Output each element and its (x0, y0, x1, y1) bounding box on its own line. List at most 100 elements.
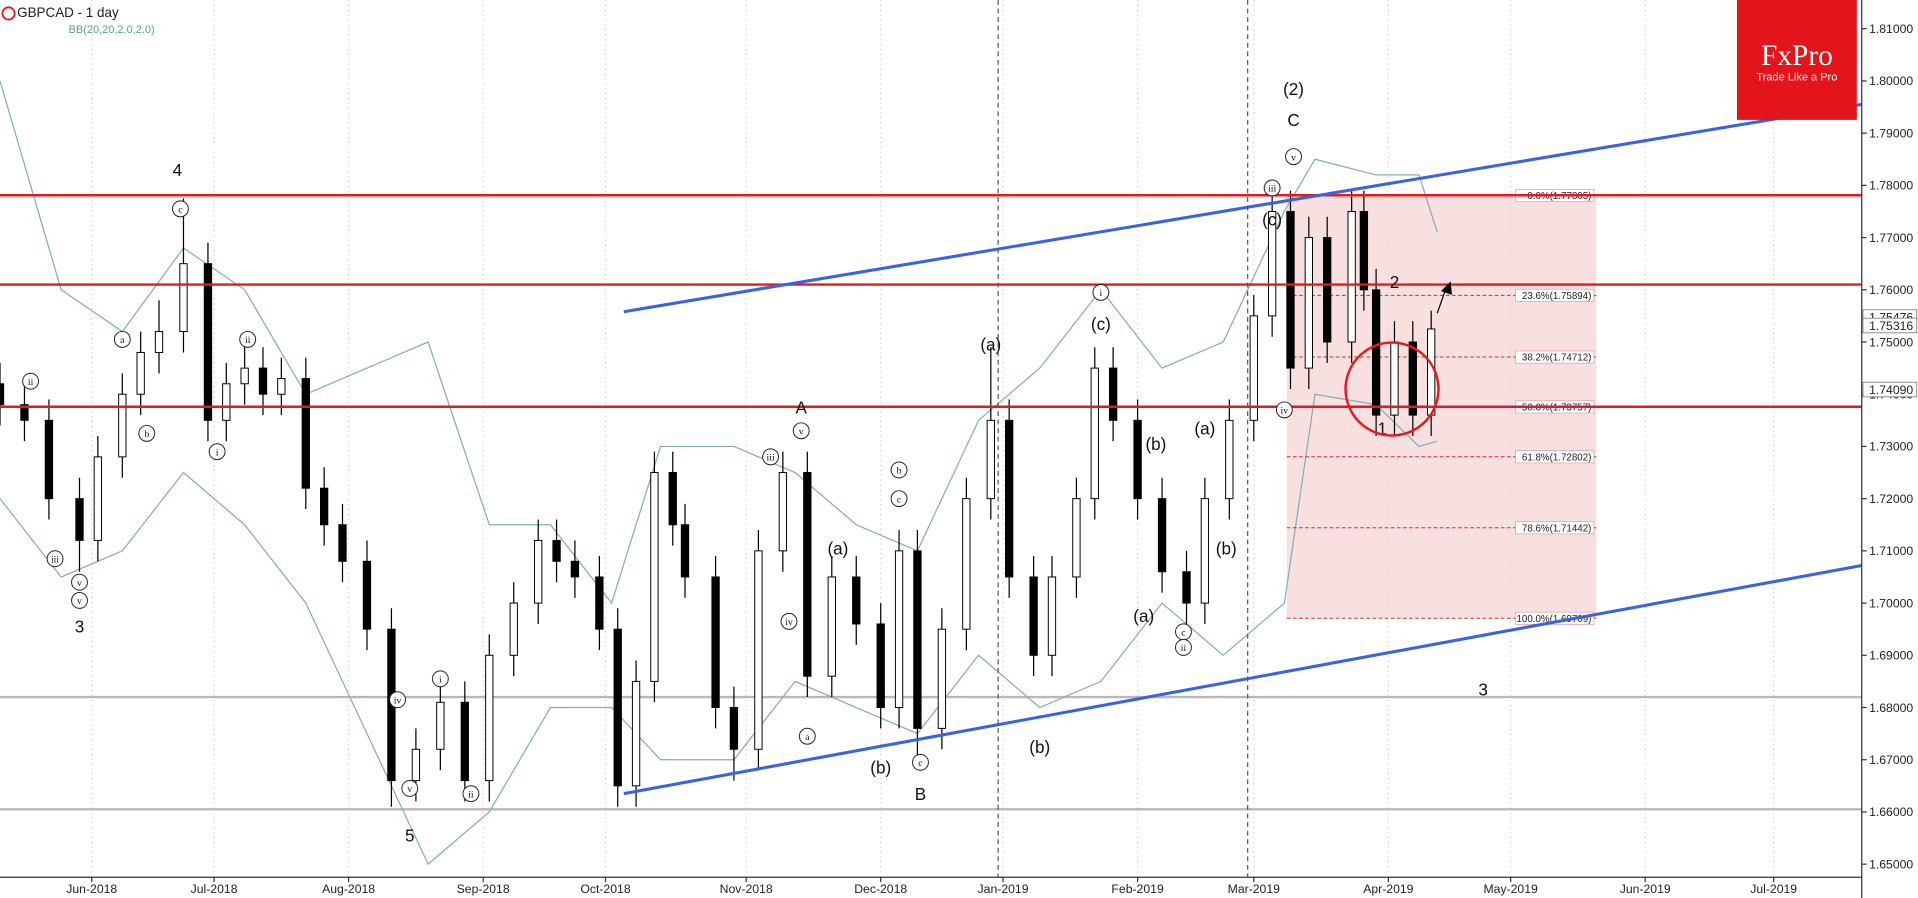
candle-body (222, 383, 231, 421)
candle-body (894, 550, 904, 708)
wave-label-circle (762, 448, 780, 466)
wave-label-circle (890, 461, 908, 479)
candle-body (986, 419, 995, 500)
candle-body (1408, 341, 1417, 416)
wave-label: (a) (1194, 419, 1215, 438)
fib-label: 50.0%(1.73757) (1522, 403, 1591, 414)
candle-body (729, 707, 739, 750)
candle-body (1323, 237, 1332, 343)
wave-label: v (799, 426, 804, 437)
wave-label: 3 (75, 618, 85, 637)
x-tick-label: Oct-2018 (580, 882, 630, 896)
candle-body (1304, 237, 1313, 369)
candle-body (118, 393, 127, 458)
wave-label-circle (22, 372, 40, 390)
candle-body (876, 623, 885, 708)
fib-label-bg (1515, 521, 1595, 535)
y-tick-label: 1.72000 (1869, 492, 1913, 506)
x-tick-label: Aug-2018 (322, 882, 375, 896)
candle-body (680, 524, 690, 578)
candle-body (338, 524, 347, 562)
wave-label: ii (468, 789, 474, 800)
logo-tagline: Trade Like a Pro (1756, 72, 1837, 84)
wave-label: v (1291, 152, 1296, 163)
arrow-head (1440, 281, 1452, 295)
wave-label: b (144, 429, 149, 440)
price-tag: 1.74090 (1869, 383, 1913, 397)
candle-body (778, 472, 788, 552)
wave-label: v (77, 596, 82, 607)
y-tick-label: 1.76000 (1869, 283, 1913, 297)
wave-label: (b) (1216, 539, 1237, 558)
x-tick-label: Jan-2019 (978, 882, 1029, 896)
candle-body (595, 576, 604, 630)
candle-body (1133, 419, 1142, 500)
wave-label-circle (71, 573, 88, 591)
candle-body (1286, 210, 1295, 369)
candle-body (827, 576, 836, 677)
wave-label: c (1181, 627, 1186, 638)
candle-body (1427, 328, 1436, 416)
wave-label: ii (28, 377, 34, 388)
candle-body (203, 263, 213, 421)
trendline (623, 102, 1862, 314)
candle-body (650, 472, 659, 682)
fib-label: 100.0%(1.69709) (1516, 614, 1591, 625)
price-tag-box (1862, 381, 1918, 398)
wave-label-circle (890, 490, 908, 508)
candle-body (1225, 419, 1234, 500)
y-tick-label: 1.68000 (1869, 701, 1913, 715)
y-tick-label: 1.80000 (1869, 74, 1913, 88)
wave-label-circle (171, 200, 189, 218)
candle-body (1090, 367, 1099, 500)
wave-label-circle (1175, 639, 1192, 656)
symbol-icon (1, 6, 16, 21)
wave-label: (b) (1145, 435, 1166, 454)
candle-body (136, 351, 145, 395)
wave-label: 1 (1377, 419, 1387, 438)
wave-label: i (216, 447, 219, 458)
candle-body (668, 472, 677, 526)
candle-body (485, 654, 494, 782)
wave-label: a (120, 335, 125, 346)
wave-label: 4 (173, 161, 183, 180)
y-tick-label: 1.75000 (1869, 335, 1913, 349)
candle-body (852, 576, 861, 625)
candle-body (1371, 289, 1381, 416)
wave-label: v (77, 578, 82, 589)
wave-label: B (915, 785, 926, 804)
candle-body (93, 456, 103, 541)
candle-body (240, 367, 249, 385)
candle-body (1267, 210, 1277, 317)
wave-label-circle (208, 443, 226, 461)
wave-label: iii (51, 554, 59, 565)
wave-label-circle (912, 753, 929, 771)
candle-body (20, 404, 29, 421)
x-tick-label: Apr-2019 (1363, 882, 1413, 896)
candle-body (1359, 210, 1369, 291)
wave-label: (a) (827, 539, 848, 558)
y-tick-label: 1.67000 (1869, 753, 1913, 767)
fib-label-bg (1515, 288, 1595, 302)
candle-body (509, 602, 518, 656)
candle-body (319, 487, 329, 526)
fib-label: 23.6%(1.75894) (1522, 291, 1591, 302)
wave-label-circle (1285, 148, 1302, 166)
wave-label-circle (798, 727, 816, 745)
candle-body (154, 331, 164, 353)
wave-label-circle (113, 330, 131, 348)
candle-body (552, 539, 561, 562)
candle-body (436, 701, 445, 750)
arrow (1436, 288, 1447, 314)
wave-label: iv (785, 617, 793, 628)
wave-label-circle (1092, 283, 1110, 301)
candle-body (1029, 576, 1038, 656)
candle-body (570, 560, 580, 578)
wave-label: (c) (1091, 315, 1111, 334)
wave-label-circle (792, 422, 810, 440)
candle-body (0, 383, 5, 406)
candle-body (258, 367, 268, 395)
wave-label-circle (138, 424, 156, 442)
fib-label: 78.6%(1.71442) (1522, 523, 1591, 534)
